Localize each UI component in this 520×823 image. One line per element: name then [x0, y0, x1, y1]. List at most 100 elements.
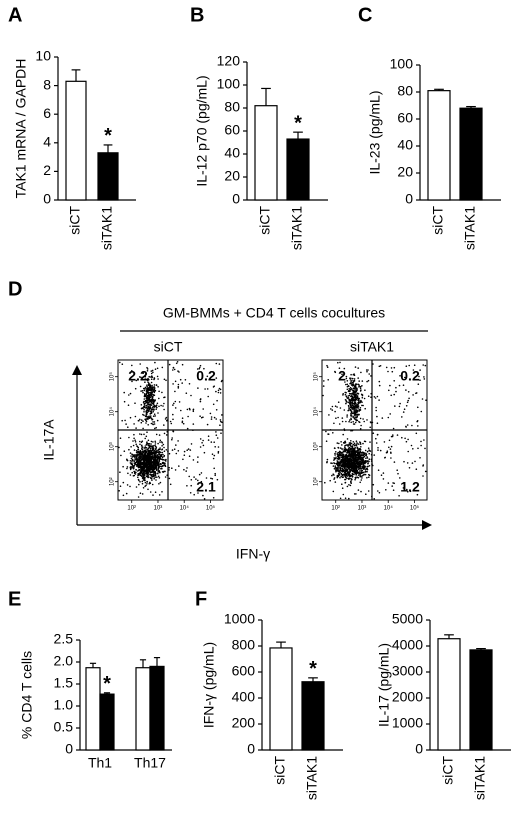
event-dot: [200, 472, 203, 474]
event-dot: [355, 444, 358, 447]
event-dot: [354, 478, 356, 481]
event-dot: [147, 398, 149, 400]
event-dot: [197, 387, 199, 389]
event-dot: [170, 422, 173, 425]
event-dot: [143, 411, 145, 413]
event-dot: [352, 398, 354, 401]
event-dot: [339, 497, 342, 500]
event-dot: [145, 468, 147, 471]
event-dot: [157, 472, 159, 475]
event-dot: [163, 470, 165, 473]
quadrant-value: 2.1: [196, 479, 216, 495]
event-dot: [360, 446, 362, 448]
event-dot: [354, 464, 357, 466]
event-dot: [420, 410, 423, 413]
event-dot: [351, 465, 354, 468]
event-dot: [146, 366, 148, 369]
y-tick-label: 10⁴: [313, 407, 320, 417]
event-dot: [337, 468, 339, 471]
event-dot: [144, 462, 147, 464]
event-dot: [140, 419, 143, 421]
event-dot: [399, 375, 401, 377]
event-dot: [199, 438, 202, 440]
event-dot: [146, 384, 148, 387]
event-dot: [417, 383, 420, 386]
event-dot: [171, 437, 173, 439]
event-dot: [368, 373, 371, 375]
event-dot: [165, 434, 168, 436]
event-dot: [344, 461, 347, 464]
event-dot: [141, 454, 144, 456]
event-dot: [338, 473, 341, 475]
event-dot: [344, 467, 346, 469]
event-dot: [150, 422, 153, 425]
event-dot: [361, 469, 364, 472]
event-dot: [152, 421, 154, 423]
event-dot: [133, 471, 136, 474]
event-dot: [139, 471, 142, 473]
event-cloud: [118, 361, 223, 500]
event-dot: [140, 471, 143, 473]
event-dot: [155, 384, 158, 386]
event-dot: [143, 474, 146, 477]
event-dot: [160, 404, 162, 407]
x-tick-label: siTAK1: [99, 206, 115, 250]
event-dot: [422, 364, 425, 366]
event-dot: [390, 367, 393, 369]
event-dot: [352, 473, 354, 476]
event-dot: [423, 376, 425, 378]
y-tick-label: 800: [232, 637, 256, 653]
event-dot: [152, 458, 154, 461]
event-dot: [141, 448, 143, 450]
event-dot: [203, 498, 206, 500]
event-dot: [347, 473, 349, 476]
x-tick-label: siTAK1: [472, 756, 488, 800]
event-dot: [204, 388, 206, 390]
event-dot: [139, 492, 142, 495]
y-tick-label: 100: [390, 56, 414, 72]
event-dot: [129, 462, 132, 464]
event-dot: [336, 466, 338, 469]
y-tick-label: 5000: [392, 611, 423, 627]
event-dot: [408, 467, 411, 469]
event-dot: [129, 468, 132, 471]
event-dot: [358, 447, 360, 450]
event-dot: [162, 453, 164, 456]
event-dot: [217, 389, 220, 392]
event-dot: [210, 418, 213, 420]
event-dot: [377, 447, 379, 449]
event-dot: [350, 467, 352, 469]
event-dot: [345, 464, 347, 466]
event-dot: [350, 373, 352, 376]
event-dot: [346, 444, 348, 446]
event-dot: [363, 473, 365, 476]
panel-letter: D: [8, 278, 22, 300]
event-dot: [407, 399, 410, 402]
event-dot: [158, 397, 160, 400]
y-tick-label: 200: [232, 715, 256, 731]
x-tick-label: 10²: [127, 506, 136, 512]
event-dot: [345, 391, 347, 394]
event-dot: [333, 478, 335, 480]
y-tick-label: 20: [397, 164, 413, 180]
event-dot: [366, 380, 368, 383]
event-dot: [212, 457, 215, 460]
event-dot: [352, 387, 355, 390]
event-dot: [153, 450, 155, 453]
event-dot: [147, 409, 150, 412]
x-tick-label: 10⁴: [180, 505, 190, 512]
event-dot: [346, 380, 349, 382]
event-dot: [145, 411, 148, 413]
event-dot: [135, 486, 138, 488]
event-dot: [355, 456, 357, 459]
event-dot: [347, 404, 350, 407]
event-dot: [341, 483, 343, 486]
event-dot: [357, 456, 360, 458]
event-dot: [140, 445, 143, 447]
event-dot: [360, 400, 362, 403]
event-dot: [151, 395, 154, 398]
event-dot: [173, 368, 176, 371]
event-dot: [366, 476, 368, 479]
event-dot: [165, 379, 167, 382]
event-dot: [172, 383, 174, 385]
